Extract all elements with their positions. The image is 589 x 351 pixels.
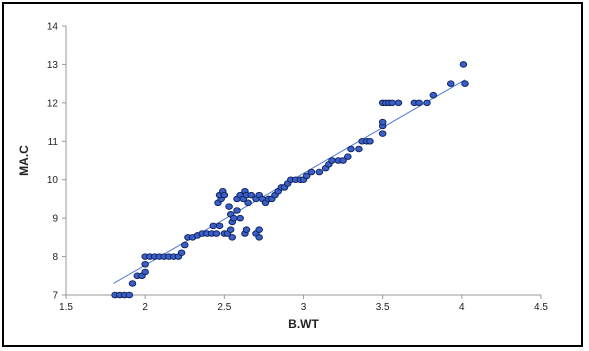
- data-point: [220, 191, 229, 199]
- data-point: [255, 234, 263, 241]
- x-tick-label: 2.5: [217, 302, 231, 313]
- data-point: [344, 153, 352, 160]
- axes: [62, 25, 542, 299]
- data-point: [236, 214, 244, 222]
- data-point: [315, 168, 324, 176]
- data-point: [461, 80, 469, 87]
- x-tick-label: 4.5: [534, 302, 548, 313]
- data-point: [212, 230, 221, 237]
- scatter-chart: 1.5 2 2.5 3 3.5 4 4.5 7 8 9 10 11 12 13 14 B.WT MA.C: [17, 22, 549, 332]
- x-tick-label: 2: [142, 302, 148, 313]
- data-point: [423, 99, 431, 107]
- x-tick-label: 4: [459, 302, 465, 313]
- y-axis-label: MA.C: [17, 145, 31, 176]
- data-point: [233, 207, 241, 214]
- data-point: [228, 234, 236, 241]
- data-point: [255, 226, 263, 233]
- data-point: [378, 130, 387, 137]
- data-point: [302, 172, 311, 180]
- x-tick-label: 1.5: [59, 302, 73, 313]
- data-point: [429, 91, 438, 99]
- x-axis-label: B.WT: [288, 317, 319, 331]
- points-layer: [111, 61, 469, 299]
- data-point: [447, 80, 455, 87]
- data-point: [366, 138, 374, 145]
- data-point: [209, 222, 217, 230]
- y-tick-label: 8: [52, 252, 58, 263]
- data-point: [244, 199, 252, 207]
- data-point: [347, 145, 355, 153]
- data-point: [328, 157, 336, 164]
- data-point: [388, 99, 396, 107]
- data-point: [247, 191, 255, 199]
- y-tick-label: 14: [47, 22, 59, 33]
- data-point: [225, 203, 233, 210]
- data-point: [128, 280, 137, 287]
- data-point: [180, 241, 189, 249]
- y-tick-label: 9: [52, 214, 58, 225]
- y-tick-label: 11: [48, 137, 59, 148]
- data-point: [215, 222, 224, 230]
- data-point: [307, 168, 316, 176]
- y-tick-label: 12: [47, 98, 59, 109]
- y-tick-label: 13: [47, 60, 59, 71]
- y-tick-label: 10: [47, 175, 59, 186]
- data-point: [226, 226, 235, 233]
- y-tick-label: 7: [52, 291, 58, 302]
- data-point: [339, 157, 347, 164]
- data-point: [415, 99, 423, 107]
- tick-labels: 1.5 2 2.5 3 3.5 4 4.5 7 8 9 10 11 12 13 14: [47, 22, 549, 314]
- data-point: [125, 291, 134, 299]
- data-point: [378, 118, 387, 126]
- data-point: [177, 249, 186, 256]
- data-point: [459, 61, 468, 68]
- data-point: [141, 268, 149, 276]
- data-point: [230, 214, 238, 222]
- x-tick-label: 3.5: [376, 302, 390, 313]
- data-point: [242, 226, 251, 233]
- x-tick-label: 3: [301, 302, 307, 313]
- data-point: [394, 99, 403, 107]
- chart-frame: 1.5 2 2.5 3 3.5 4 4.5 7 8 9 10 11 12 13 14 B.WT MA.C: [2, 2, 583, 347]
- data-point: [355, 145, 363, 153]
- data-point: [141, 261, 149, 268]
